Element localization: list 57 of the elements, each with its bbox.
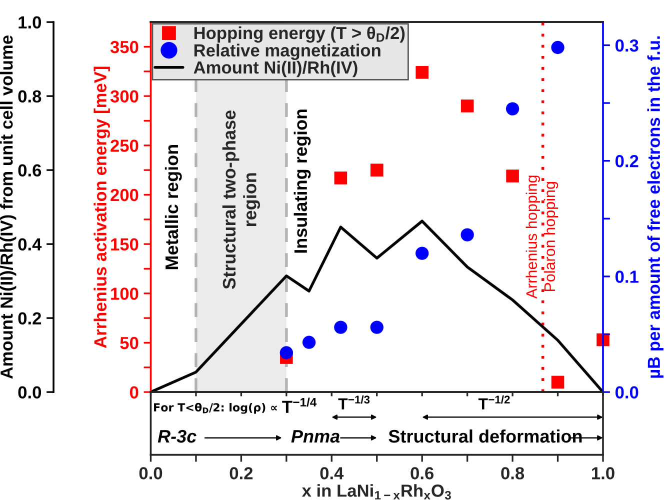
y-tick-label: 0.6 — [18, 164, 42, 177]
legend-label: Relative magnetization — [194, 44, 380, 60]
text: R-3c — [158, 430, 196, 443]
legend-label: Hopping energy (T > θ$_{D}$/2) — [194, 26, 405, 43]
y3-tick-label: 0.0 — [615, 386, 638, 399]
y-tick-label: 1.0 — [18, 16, 42, 29]
y2-tick-label: 350 — [110, 40, 138, 54]
y3-tick-label: 0.2 — [615, 154, 638, 168]
point — [416, 246, 429, 260]
point — [506, 102, 520, 116]
x-tick-label: 1.0 — [592, 467, 614, 480]
y2-tick-label: 0 — [130, 386, 138, 399]
point — [280, 346, 294, 360]
text: T$^{−1/3}$ — [338, 395, 370, 410]
point — [460, 100, 474, 112]
y3-tick-label: 0.3 — [615, 39, 638, 52]
annotation: Polaron hopping — [544, 182, 558, 292]
y2-tick-label: 250 — [110, 140, 138, 152]
annotation: Metallic region — [164, 144, 182, 270]
y-tick-label: 0.8 — [18, 90, 42, 103]
y2-tick-label: 300 — [110, 90, 138, 103]
point — [334, 320, 348, 334]
y-axis-title: Amount Ni(II)/Rh(IV) from unit cell volume — [0, 35, 16, 379]
x-tick-label: 0.2 — [230, 467, 253, 480]
band-label: Structural two-phase region — [222, 110, 260, 289]
text: For T<θ$_{D}$/2: log(ρ) ∝ — [154, 402, 277, 414]
y-tick-label: 0.4 — [18, 238, 42, 251]
point — [302, 336, 316, 349]
x-tick-label: 0.0 — [139, 467, 162, 480]
point — [551, 40, 564, 54]
annotation: Arrhenius hopping — [526, 176, 540, 299]
y2-tick-label: 100 — [111, 288, 138, 300]
x-axis-title: x in LaNi$_{1−x}$Rh$_{x}$O$_{3}$ — [302, 484, 451, 500]
point — [416, 66, 428, 79]
point — [506, 170, 519, 182]
point — [370, 320, 384, 334]
text: T$^{−1/4}$ — [282, 398, 317, 413]
x-tick-label: 0.8 — [501, 467, 524, 480]
text: Pnma — [291, 430, 340, 443]
legend-label: Amount Ni(II)/Rh(IV) — [194, 60, 358, 78]
y-tick-label: 0.2 — [18, 312, 42, 325]
y2-tick-label: 150 — [111, 238, 138, 251]
y2-tick-label: 50 — [120, 336, 138, 350]
text: Structural deformation — [388, 429, 582, 443]
point — [551, 376, 564, 389]
x-tick-label: 0.4 — [320, 467, 344, 480]
x-tick-label: 0.6 — [410, 467, 434, 480]
point — [370, 164, 384, 176]
y2-axis-title: Arrhenius activation energy [meV] — [94, 66, 110, 348]
y-tick-label: 0.0 — [18, 386, 42, 399]
y3-tick-label: 0.1 — [615, 270, 638, 283]
y2-tick-label: 200 — [110, 188, 138, 202]
text: T$^{−1/2}$ — [478, 395, 510, 410]
annotation: Insulating region — [294, 110, 311, 253]
y3-axis-title: µB per amount of free electrons in the f.u. — [647, 36, 664, 378]
point — [460, 228, 474, 242]
point — [334, 172, 348, 184]
